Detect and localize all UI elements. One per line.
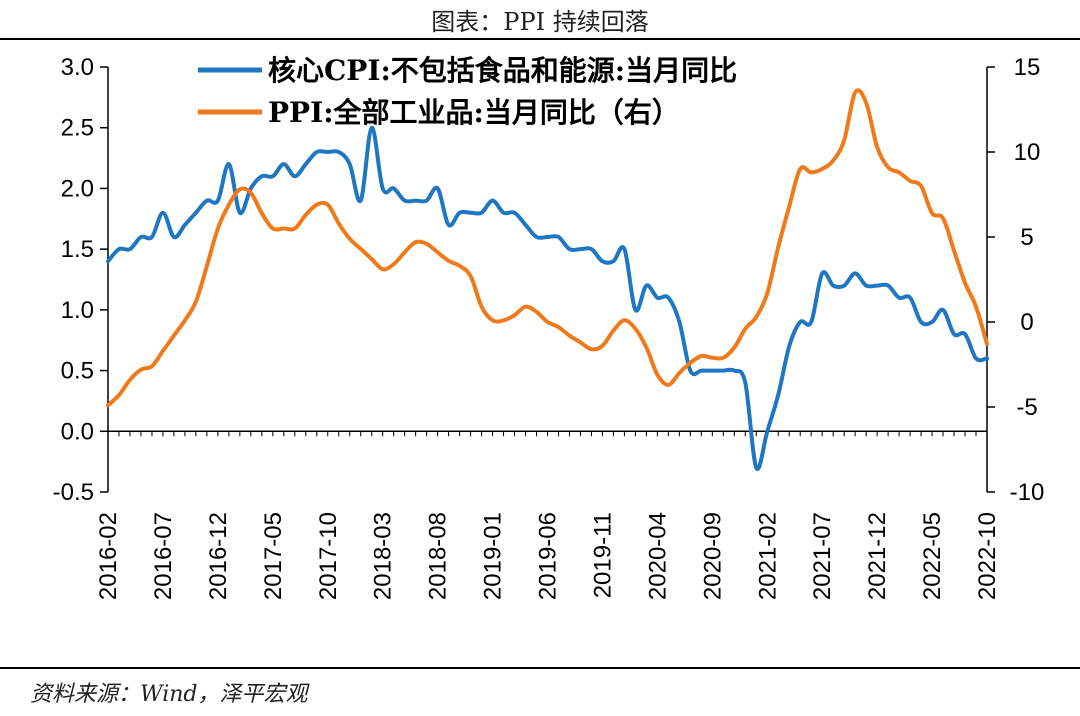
- x-tick-label: 2016-07: [150, 512, 177, 600]
- left-tick-label: 3.0: [61, 54, 94, 81]
- x-tick-label: 2016-12: [205, 512, 232, 600]
- bottom-divider: [0, 667, 1080, 669]
- left-tick-label: 1.5: [61, 236, 94, 263]
- legend: 核心CPI:不包括食品和能源:当月同比 PPI:全部工业品:当月同比（右）: [198, 54, 737, 129]
- right-tick-label: -10: [1010, 479, 1045, 506]
- legend-label-ppi: PPI:全部工业品:当月同比（右）: [268, 96, 680, 129]
- x-tick-label: 2016-02: [95, 512, 122, 600]
- x-tick-label: 2019-06: [535, 512, 562, 600]
- x-axis-ticks: 2016-02 2016-07 2016-12 2017-05 2017-10 2018-…: [95, 431, 1001, 600]
- x-tick-label: 2017-05: [260, 512, 287, 600]
- left-tick-label: 0.0: [61, 418, 94, 445]
- x-tick-label: 2018-08: [425, 512, 452, 600]
- right-tick-label: 0: [1020, 309, 1033, 336]
- x-tick-label: 2021-07: [809, 512, 836, 600]
- right-axis-ticks: 15 10 5 0 -5 -10: [987, 54, 1044, 506]
- series-layer: [106, 88, 989, 471]
- right-tick-label: -5: [1016, 394, 1037, 421]
- x-tick-label: 2017-10: [315, 512, 342, 600]
- page-title: 图表：PPI 持续回落: [431, 8, 649, 36]
- x-tick-label: 2018-03: [370, 512, 397, 600]
- series-line-core-cpi: [106, 125, 989, 471]
- left-tick-label: 2.5: [61, 115, 94, 142]
- left-tick-label: 1.0: [61, 297, 94, 324]
- x-tick-label: 2022-10: [974, 512, 1001, 600]
- x-tick-label: 2021-12: [864, 512, 891, 600]
- left-tick-label: 2.0: [61, 175, 94, 202]
- x-tick-label: 2020-04: [644, 512, 671, 600]
- x-tick-label: 2019-11: [589, 512, 616, 598]
- legend-label-core-cpi: 核心CPI:不包括食品和能源:当月同比: [268, 54, 737, 87]
- left-tick-label: -0.5: [53, 479, 94, 506]
- x-tick-label: 2021-02: [754, 512, 781, 600]
- left-axis-ticks: 3.0 2.5 2.0 1.5 1.0 0.5 0.0 -0.5: [53, 54, 108, 506]
- right-tick-label: 5: [1020, 224, 1033, 251]
- source-note: 资料来源：Wind，泽平宏观: [30, 682, 308, 707]
- left-tick-label: 0.5: [61, 358, 94, 385]
- x-tick-label: 2022-05: [919, 512, 946, 600]
- series-line-ppi: [106, 88, 989, 408]
- right-tick-label: 15: [1014, 54, 1041, 81]
- top-divider: [0, 38, 1080, 40]
- axes: [107, 67, 988, 492]
- x-tick-label: 2019-01: [480, 512, 507, 600]
- x-tick-label: 2020-09: [699, 512, 726, 600]
- right-tick-label: 10: [1014, 139, 1041, 166]
